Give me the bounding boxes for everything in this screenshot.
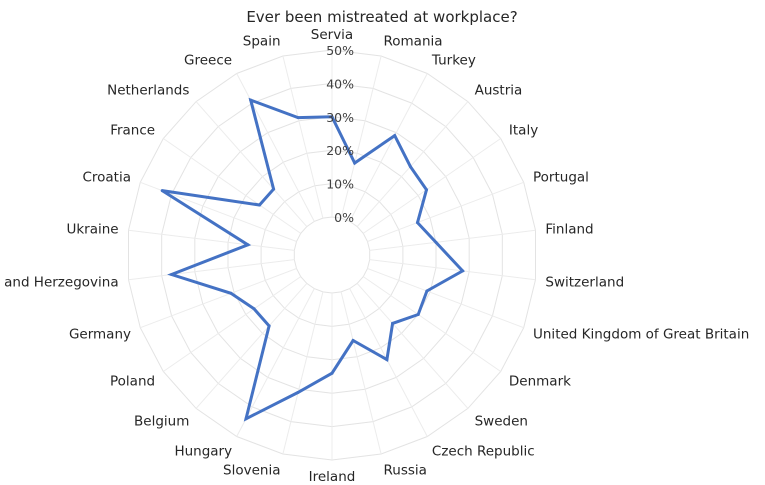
category-label: Switzerland [545,275,624,291]
data-point [408,165,412,169]
grid-spoke [349,73,428,222]
data-point [296,390,300,394]
grid-ring [293,216,371,294]
grid-spoke [349,288,428,437]
data-point [385,358,389,362]
data-point [272,187,276,191]
grid-spoke [369,259,536,281]
data-point [160,189,164,193]
data-point [267,324,271,328]
series-layer [160,97,465,422]
grid-spoke [163,138,301,234]
data-point [391,321,395,325]
category-label: Poland [110,374,155,390]
category-label: Croatia [82,170,131,186]
data-point [170,273,174,276]
category-label: Greece [184,52,232,68]
grid-spoke [363,138,501,234]
data-point [246,243,250,247]
grid-spoke [369,229,536,251]
grid-spoke [340,291,382,455]
tick-label: 20% [326,143,354,158]
data-point [249,98,253,102]
grid-spoke [163,276,301,372]
category-label: Denmark [509,374,571,390]
data-point [425,289,429,293]
grid-spoke [356,101,469,227]
category-label: Servia [311,27,353,43]
category-label: Hungary [174,444,232,460]
data-point [353,161,357,165]
grid-spoke [236,73,315,222]
category-label: Turkey [431,52,476,68]
category-label: Germany [69,326,131,342]
category-label: Italy [509,123,538,139]
category-label: Ireland [309,469,356,485]
tick-layer: 0% 10% 20% 30% 40% 50% [326,43,354,225]
data-point [330,115,334,119]
data-point [296,116,300,120]
data-point [351,339,355,342]
category-label-layer: Servia Romania Turkey Austria Italy Portugal F… [0,27,749,485]
grid-spoke [356,283,469,409]
tick-label: 30% [326,110,354,125]
data-point [434,240,438,244]
grid-spoke [363,276,501,372]
data-point [393,134,397,138]
grid-spoke [282,55,324,219]
category-label: Czech Republic [432,444,535,460]
data-point [252,307,256,311]
chart-title: Ever been mistreated at workplace? [246,8,517,26]
tick-label: 40% [326,76,354,91]
category-label: Bosnia and Herzegovina [0,275,119,291]
category-label: Austria [475,83,523,99]
data-point [416,313,420,316]
grid-spoke [140,268,297,329]
grid-spoke [236,288,315,437]
category-label: Netherlands [107,83,189,99]
tick-label: 0% [334,210,354,225]
grid-spoke [195,101,308,227]
category-label: Portugal [533,170,589,186]
data-point [416,221,419,225]
grid-spoke [195,283,308,409]
grid-spoke [128,229,295,251]
grid-layer [128,49,536,461]
tick-label: 10% [326,177,354,192]
grid-spoke [367,181,524,242]
data-point [244,417,248,421]
category-label: Spain [243,33,281,49]
grid-spoke [367,268,524,329]
tick-label: 50% [326,43,354,58]
data-point [425,188,428,192]
category-label: Romania [384,33,443,49]
category-label: Slovenia [223,463,280,479]
category-label: United Kingdom of Great Britain [533,326,749,342]
data-point [258,203,261,207]
category-label: Russia [384,463,427,479]
category-label: Belgium [134,413,189,429]
category-label: Finland [545,221,593,237]
grid-spoke [282,291,324,455]
category-label: Sweden [475,413,528,429]
data-point [461,269,465,273]
grid-spoke [340,55,382,219]
category-label: France [110,123,155,139]
data-point [330,371,334,375]
category-label: Ukraine [66,221,118,237]
data-point [229,291,233,295]
grid-spoke [128,259,295,281]
